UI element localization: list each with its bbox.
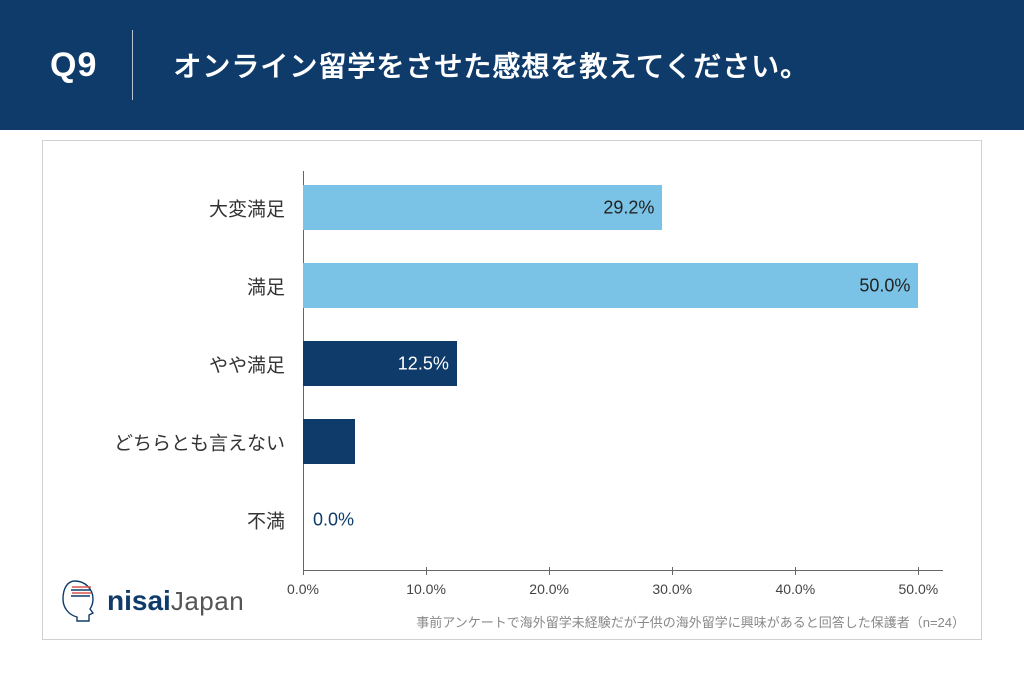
bar-row: どちらとも言えない4.2% xyxy=(303,419,943,464)
x-tick xyxy=(918,567,919,575)
bar-row: 満足50.0% xyxy=(303,263,943,308)
x-tick-label: 0.0% xyxy=(287,581,319,597)
question-header: Q9 オンライン留学をさせた感想を教えてください。 xyxy=(0,0,1024,130)
bar-chart: 0.0%10.0%20.0%30.0%40.0%50.0%大変満足29.2%満足… xyxy=(303,171,943,571)
value-label: 4.2% xyxy=(365,431,406,452)
x-tick xyxy=(426,567,427,575)
logo-nisai: nisai xyxy=(107,585,171,617)
value-label: 0.0% xyxy=(313,509,354,530)
header-divider xyxy=(132,30,133,100)
bar-row: 大変満足29.2% xyxy=(303,185,943,230)
x-tick-label: 50.0% xyxy=(899,581,939,597)
category-label: 大変満足 xyxy=(209,194,285,221)
bar-row: 不満0.0% xyxy=(303,497,943,542)
category-label: どちらとも言えない xyxy=(114,428,285,455)
category-label: 不満 xyxy=(247,506,285,533)
logo-text: nisai Japan xyxy=(107,585,244,617)
chart-footnote: 事前アンケートで海外留学未経験だが子供の海外留学に興味があると回答した保護者（n… xyxy=(416,612,965,631)
x-tick xyxy=(795,567,796,575)
logo-japan: Japan xyxy=(171,586,244,617)
x-tick-label: 20.0% xyxy=(529,581,569,597)
brand-logo: nisai Japan xyxy=(57,577,244,625)
x-tick xyxy=(672,567,673,575)
value-label: 50.0% xyxy=(859,275,910,296)
x-tick xyxy=(303,567,304,575)
x-axis xyxy=(303,570,943,571)
x-tick-label: 30.0% xyxy=(652,581,692,597)
bar-row: やや満足12.5% xyxy=(303,341,943,386)
category-label: やや満足 xyxy=(209,350,285,377)
value-label: 12.5% xyxy=(398,353,449,374)
chart-card: 0.0%10.0%20.0%30.0%40.0%50.0%大変満足29.2%満足… xyxy=(42,140,982,640)
x-tick xyxy=(549,567,550,575)
category-label: 満足 xyxy=(247,272,285,299)
head-profile-icon xyxy=(57,577,101,625)
question-title: オンライン留学をさせた感想を教えてください。 xyxy=(173,45,809,85)
question-number: Q9 xyxy=(50,46,97,85)
x-tick-label: 10.0% xyxy=(406,581,446,597)
bar xyxy=(303,419,355,464)
value-label: 29.2% xyxy=(603,197,654,218)
bar xyxy=(303,263,918,308)
x-tick-label: 40.0% xyxy=(775,581,815,597)
